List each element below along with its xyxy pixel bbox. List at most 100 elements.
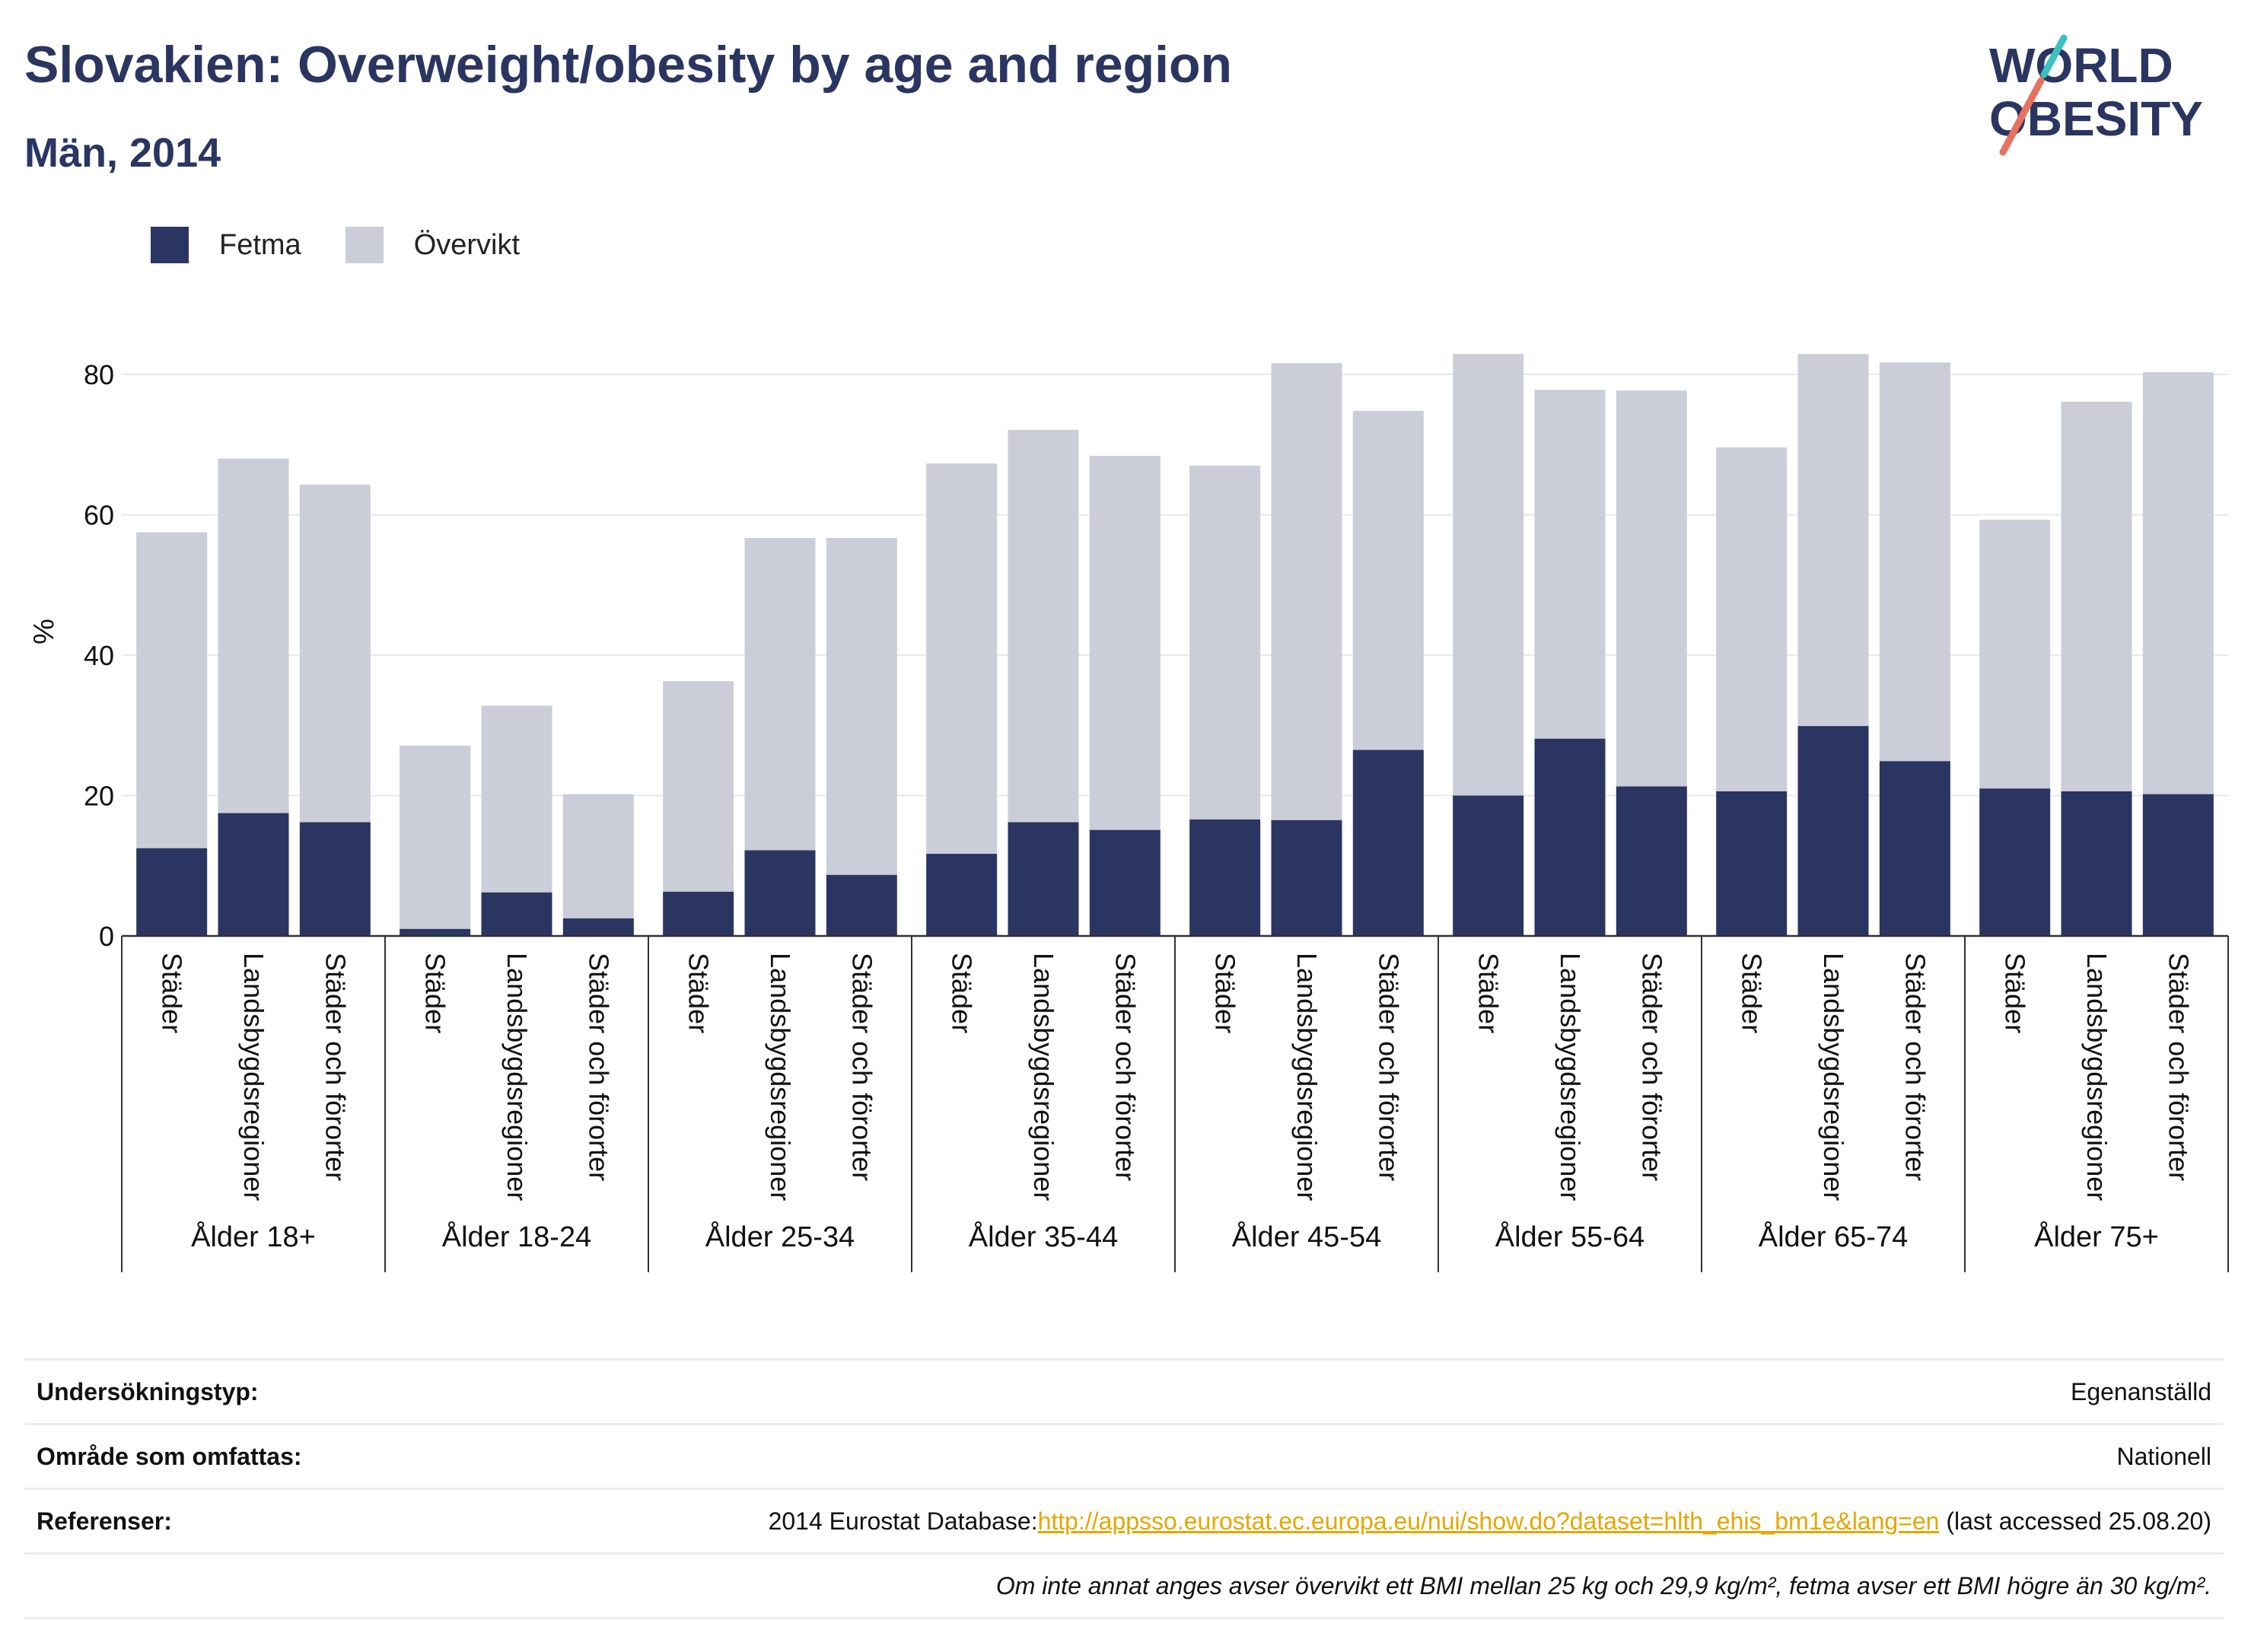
- bar-overvikt: [1979, 519, 2051, 789]
- bar-fetma: [663, 891, 734, 936]
- bar-fetma: [1716, 791, 1788, 936]
- group-label: Ålder 45-54: [1232, 1220, 1381, 1253]
- bar-overvikt: [1879, 362, 1950, 762]
- stacked-bar-chart: 0 20 40 60 80% Städer Landsbygdsregioner Städer…: [28, 354, 2229, 1272]
- info-value: Nationell: [2116, 1442, 2211, 1470]
- x-tick-label: Landsbygdsregioner: [1028, 953, 1059, 1201]
- bar-fetma: [218, 813, 289, 936]
- logo-word-2: OBESITY: [1989, 91, 2203, 146]
- x-tick-label: Städer: [947, 953, 978, 1033]
- chart-legend: Fetma Övervikt: [151, 227, 564, 263]
- x-tick-label: Städer: [1210, 953, 1241, 1033]
- y-tick-label: 80: [84, 359, 114, 390]
- world-obesity-logo: WORLD OBESITY: [1989, 34, 2203, 156]
- bar-fetma: [1189, 819, 1261, 936]
- bar-fetma: [2061, 791, 2132, 936]
- bar-overvikt: [1534, 390, 1606, 739]
- y-tick-label: 0: [99, 921, 114, 952]
- bar-overvikt: [1352, 410, 1424, 750]
- bar-overvikt: [400, 746, 471, 929]
- bar-fetma: [826, 874, 897, 936]
- x-tick-label: Landsbygdsregioner: [2081, 953, 2113, 1201]
- x-tick-label: Städer och förorter: [1636, 953, 1667, 1181]
- info-label: Område som omfattas:: [37, 1442, 302, 1470]
- x-tick-label: Landsbygdsregioner: [238, 953, 269, 1201]
- y-tick-label: 60: [84, 500, 114, 531]
- bar-fetma: [1089, 829, 1161, 936]
- bar-fetma: [299, 822, 371, 936]
- info-label: Undersökningstyp:: [37, 1377, 259, 1405]
- bar-overvikt: [1716, 447, 1788, 791]
- chart-subtitle: Män, 2014: [24, 130, 221, 176]
- info-table: Undersökningstyp: Egenanställd Område so…: [24, 1358, 2224, 1619]
- bar-overvikt: [1271, 363, 1342, 820]
- bar-fetma: [1453, 795, 1524, 936]
- x-tick-label: Städer: [1473, 953, 1504, 1033]
- y-tick-label: 40: [84, 640, 114, 671]
- info-row-coverage: Område som omfattas: Nationell: [24, 1423, 2224, 1488]
- bar-overvikt: [744, 537, 816, 851]
- logo-slash-teal: [2040, 34, 2068, 78]
- info-value: Egenanställd: [2070, 1377, 2211, 1405]
- legend-swatch-fetma: [151, 227, 189, 263]
- bar-overvikt: [1616, 390, 1687, 787]
- x-tick-label: Städer och förorter: [2163, 953, 2194, 1181]
- bar-overvikt: [1008, 429, 1079, 823]
- bar-overvikt: [826, 537, 897, 875]
- legend-label-fetma: Fetma: [219, 228, 301, 261]
- group-label: Ålder 35-44: [969, 1220, 1118, 1253]
- bar-overvikt: [663, 681, 734, 892]
- bar-overvikt: [1189, 465, 1261, 820]
- bar-fetma: [1008, 822, 1079, 936]
- x-tick-label: Städer och förorter: [1110, 953, 1141, 1181]
- bar-overvikt: [2061, 401, 2132, 791]
- bmi-note: Om inte annat anges avser övervikt ett B…: [995, 1571, 2211, 1599]
- bar-overvikt: [218, 458, 289, 813]
- bar-fetma: [1616, 786, 1687, 936]
- bar-overvikt: [481, 705, 552, 893]
- x-tick-label: Landsbygdsregioner: [1818, 953, 1849, 1201]
- bar-overvikt: [562, 794, 634, 918]
- bar-fetma: [400, 928, 471, 936]
- legend-label-overvikt: Övervikt: [413, 228, 521, 261]
- x-tick-label: Städer och förorter: [1899, 953, 1931, 1181]
- bar-fetma: [926, 854, 998, 936]
- x-tick-label: Landsbygdsregioner: [1291, 953, 1323, 1201]
- legend-item-overvikt: Övervikt: [345, 227, 520, 263]
- bar-overvikt: [299, 484, 371, 823]
- bar-overvikt: [1089, 456, 1161, 830]
- x-tick-label: Städer: [157, 953, 188, 1033]
- reference-prefix: 2014 Eurostat Database:: [768, 1507, 1038, 1535]
- x-tick-label: Städer: [1737, 953, 1768, 1033]
- y-tick-label: 20: [84, 781, 114, 812]
- info-row-references: Referenser: 2014 Eurostat Database:http:…: [24, 1488, 2224, 1552]
- info-row-note: Om inte annat anges avser övervikt ett B…: [24, 1552, 2224, 1619]
- legend-item-fetma: Fetma: [151, 227, 301, 263]
- group-label: Ålder 55-64: [1495, 1220, 1644, 1253]
- bar-fetma: [1271, 820, 1342, 936]
- x-tick-label: Landsbygdsregioner: [765, 953, 796, 1201]
- bar-fetma: [481, 892, 552, 936]
- x-tick-label: Städer och förorter: [320, 953, 351, 1181]
- x-tick-label: Landsbygdsregioner: [1555, 953, 1586, 1201]
- bar-fetma: [562, 918, 634, 936]
- chart-title: Slovakien: Overweight/obesity by age and…: [24, 36, 1233, 94]
- x-tick-label: Städer och förorter: [583, 953, 614, 1181]
- group-label: Ålder 75+: [2034, 1220, 2159, 1253]
- x-tick-label: Städer: [2000, 953, 2031, 1033]
- info-row-survey-type: Undersökningstyp: Egenanställd: [24, 1358, 2224, 1423]
- bar-fetma: [1352, 750, 1424, 936]
- group-label: Ålder 18+: [191, 1220, 316, 1253]
- y-axis-label: %: [28, 619, 60, 645]
- reference-suffix: (last accessed 25.08.20): [1939, 1507, 2211, 1535]
- reference-link[interactable]: http://appsso.eurostat.ec.europa.eu/nui/…: [1037, 1507, 1940, 1535]
- bar-fetma: [1534, 738, 1606, 936]
- group-label: Ålder 25-34: [705, 1220, 855, 1253]
- bar-overvikt: [1797, 354, 1869, 727]
- group-label: Ålder 18-24: [442, 1220, 591, 1253]
- info-label: Referenser:: [37, 1507, 172, 1535]
- x-tick-label: Städer och förorter: [1373, 953, 1404, 1181]
- bar-fetma: [2142, 794, 2214, 936]
- x-tick-label: Städer: [420, 953, 451, 1033]
- legend-swatch-overvikt: [345, 227, 384, 263]
